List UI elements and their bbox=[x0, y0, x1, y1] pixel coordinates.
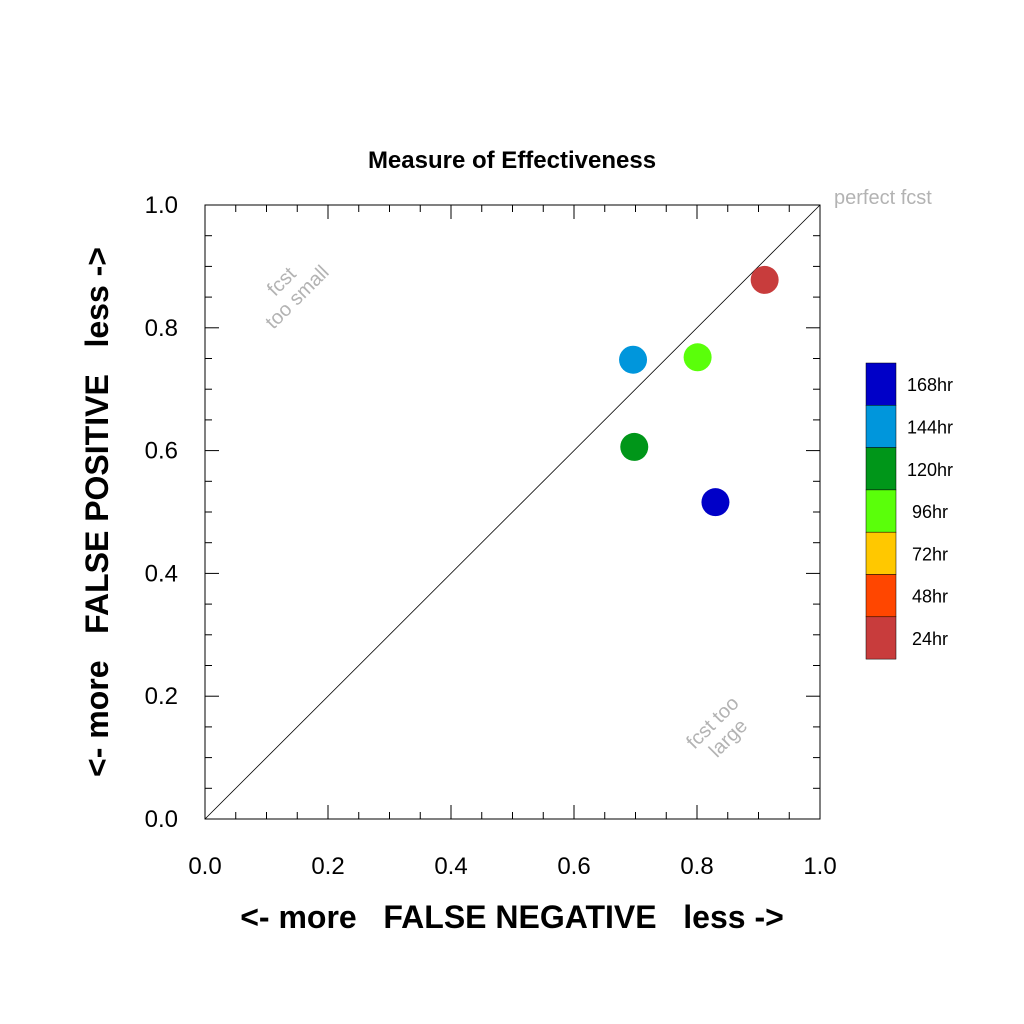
x-axis-title: <- more FALSE NEGATIVE less -> bbox=[240, 899, 784, 935]
y-tick-label: 0.6 bbox=[145, 438, 178, 465]
x-tick-label: 0.6 bbox=[557, 853, 590, 880]
point-96hr bbox=[683, 343, 712, 372]
axis-ticks bbox=[204, 204, 821, 820]
legend-swatch-96hr bbox=[865, 489, 897, 533]
y-tick-label: 0.2 bbox=[145, 683, 178, 710]
data-points bbox=[619, 265, 779, 517]
y-tick-label: 0.4 bbox=[145, 560, 178, 587]
legend-swatch-120hr bbox=[865, 447, 897, 491]
too-small-line2: too small bbox=[261, 261, 333, 333]
legend-swatch-144hr bbox=[865, 405, 897, 448]
x-tick-label: 1.0 bbox=[803, 853, 836, 880]
perfect-forecast-label: perfect fcst bbox=[834, 187, 932, 209]
legend: 168hr 144hr 120hr 96hr 72hr 48hr 24hr bbox=[865, 362, 953, 660]
y-axis-title: <- more FALSE POSITIVE less -> bbox=[79, 247, 115, 777]
perfect-forecast-line bbox=[204, 204, 821, 820]
legend-label-48hr: 48hr bbox=[912, 587, 948, 607]
legend-label-168hr: 168hr bbox=[907, 375, 953, 395]
legend-label-96hr: 96hr bbox=[912, 502, 948, 522]
too-large-annotation: fcst too large bbox=[682, 692, 752, 762]
legend-label-24hr: 24hr bbox=[912, 629, 948, 649]
point-24hr bbox=[750, 265, 779, 294]
legend-swatch-168hr bbox=[865, 362, 897, 406]
x-tick-label: 0.8 bbox=[680, 853, 713, 880]
legend-swatch-72hr bbox=[865, 531, 897, 575]
legend-label-72hr: 72hr bbox=[912, 544, 948, 564]
x-tick-label: 0.2 bbox=[311, 853, 344, 880]
y-tick-label: 0.8 bbox=[145, 315, 178, 342]
legend-label-120hr: 120hr bbox=[907, 460, 953, 480]
x-tick-labels: 0.0 0.2 0.4 0.6 0.8 1.0 bbox=[188, 853, 836, 880]
chart-title: Measure of Effectiveness bbox=[368, 147, 656, 174]
legend-swatch-48hr bbox=[865, 574, 897, 618]
point-144hr bbox=[619, 345, 648, 374]
x-tick-label: 0.4 bbox=[434, 853, 467, 880]
y-tick-label: 0.0 bbox=[145, 806, 178, 833]
legend-swatch-24hr bbox=[865, 616, 897, 660]
legend-label-144hr: 144hr bbox=[907, 417, 953, 437]
y-tick-label: 1.0 bbox=[145, 192, 178, 219]
plot-area bbox=[204, 204, 821, 820]
point-120hr bbox=[620, 432, 649, 461]
too-small-annotation: fcst too small bbox=[261, 261, 333, 333]
x-tick-label: 0.0 bbox=[188, 853, 221, 880]
y-tick-labels: 0.0 0.2 0.4 0.6 0.8 1.0 bbox=[145, 192, 178, 833]
point-168hr bbox=[701, 488, 730, 517]
